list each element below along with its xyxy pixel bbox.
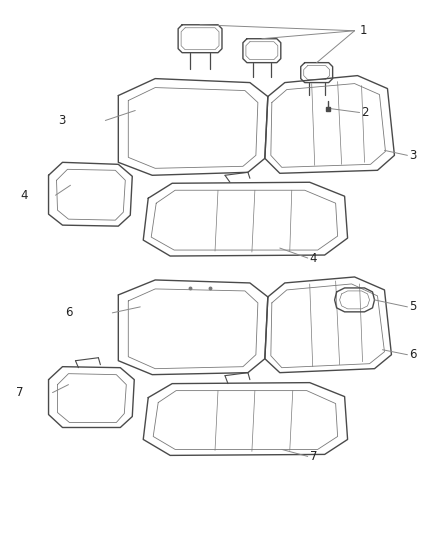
Text: 3: 3 <box>59 114 66 127</box>
Polygon shape <box>118 280 268 375</box>
Text: 1: 1 <box>360 24 367 37</box>
Polygon shape <box>143 182 348 256</box>
Polygon shape <box>49 163 132 226</box>
Polygon shape <box>178 25 222 53</box>
Polygon shape <box>118 78 268 175</box>
Polygon shape <box>335 288 374 312</box>
Text: 6: 6 <box>410 348 417 361</box>
Text: 4: 4 <box>310 252 317 264</box>
Polygon shape <box>243 39 281 63</box>
Text: 6: 6 <box>66 306 73 319</box>
Polygon shape <box>265 76 395 173</box>
Polygon shape <box>265 277 392 373</box>
Text: 4: 4 <box>21 189 28 201</box>
Text: 2: 2 <box>361 106 369 119</box>
Polygon shape <box>143 383 348 455</box>
Polygon shape <box>301 63 332 83</box>
Text: 5: 5 <box>410 301 417 313</box>
Text: 7: 7 <box>16 386 23 399</box>
Polygon shape <box>49 367 134 427</box>
Text: 3: 3 <box>410 149 417 162</box>
Text: 7: 7 <box>310 450 317 463</box>
